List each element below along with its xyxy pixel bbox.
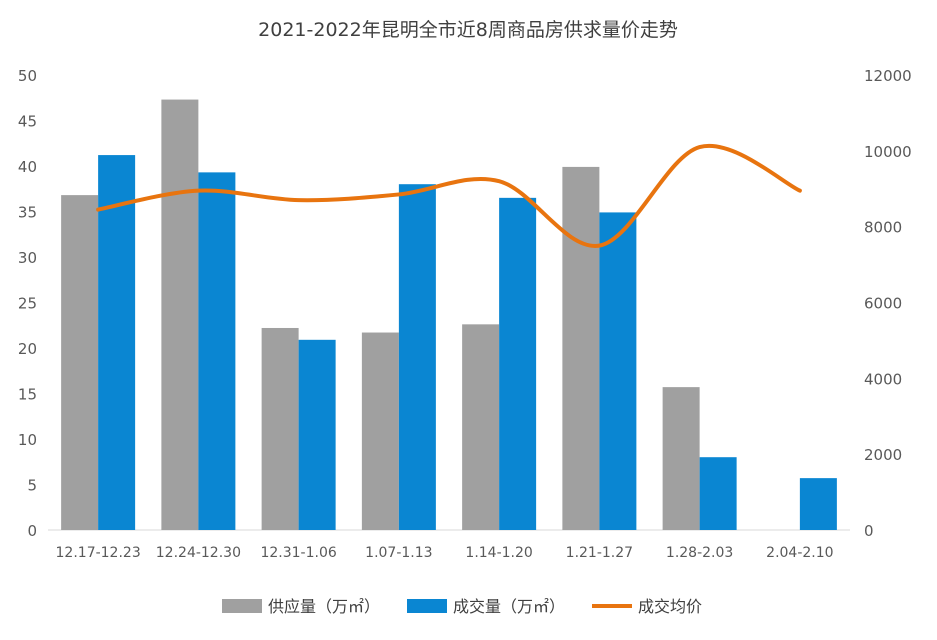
y-left-tick-label: 10 [18, 431, 37, 449]
x-category-label: 1.07-1.13 [365, 545, 432, 561]
x-category-label: 2.04-2.10 [766, 545, 833, 561]
legend-label: 成交量（万㎡） [453, 597, 565, 616]
y-left-tick-label: 50 [18, 67, 37, 85]
y-left-tick-label: 20 [18, 340, 37, 358]
bar-transaction [399, 184, 436, 530]
y-left-tick-label: 15 [18, 386, 37, 404]
legend-item: 成交均价 [592, 597, 702, 616]
legend-item: 供应量（万㎡） [222, 597, 380, 616]
legend-label: 成交均价 [638, 597, 702, 616]
bar-supply [362, 333, 399, 530]
bar-supply [663, 387, 700, 530]
bar-transaction [700, 457, 737, 530]
y-right-tick-label: 8000 [864, 219, 902, 237]
x-category-label: 12.17-12.23 [56, 545, 141, 561]
y-left-tick-label: 45 [18, 113, 37, 131]
y-left-tick-label: 5 [27, 477, 37, 495]
x-category-label: 1.14-1.20 [465, 545, 532, 561]
chart-title: 2021-2022年昆明全市近8周商品房供求量价走势 [258, 19, 678, 41]
legend-swatch [407, 599, 447, 613]
y-right-tick-label: 6000 [864, 295, 902, 313]
bar-transaction [299, 340, 336, 530]
x-category-label: 1.28-2.03 [666, 545, 733, 561]
bar-transaction [800, 478, 837, 530]
bar-transaction [198, 172, 235, 530]
legend-item: 成交量（万㎡） [407, 597, 565, 616]
bar-supply [61, 195, 98, 530]
y-left-tick-label: 30 [18, 249, 37, 267]
x-category-label: 12.24-12.30 [156, 545, 241, 561]
y-right-tick-label: 4000 [864, 370, 902, 388]
legend-label: 供应量（万㎡） [268, 597, 380, 616]
y-left-tick-label: 25 [18, 295, 37, 313]
y-left-tick-label: 35 [18, 204, 37, 222]
y-right-tick-label: 2000 [864, 446, 902, 464]
x-category-label: 1.21-1.27 [566, 545, 633, 561]
legend-swatch [222, 599, 262, 613]
bar-supply [262, 328, 299, 530]
bar-transaction [499, 198, 536, 530]
y-left-tick-label: 40 [18, 158, 37, 176]
bar-supply [161, 100, 198, 530]
bar-supply [562, 167, 599, 530]
y-right-tick-label: 12000 [864, 67, 912, 85]
bar-transaction [98, 155, 135, 530]
y-left-tick-label: 0 [27, 522, 37, 540]
bar-transaction [599, 212, 636, 530]
bar-supply [462, 324, 499, 530]
x-category-label: 12.31-1.06 [260, 545, 336, 561]
y-right-tick-label: 10000 [864, 143, 912, 161]
y-right-tick-label: 0 [864, 522, 874, 540]
